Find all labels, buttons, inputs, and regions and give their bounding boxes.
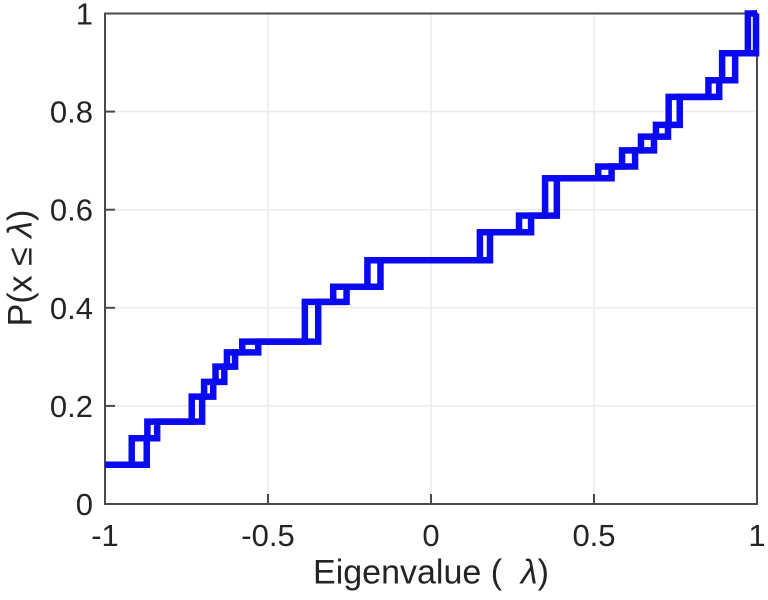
x-tick-label: 0.5 (572, 518, 615, 553)
y-tick-label: 0.6 (50, 193, 93, 228)
x-axis-label: Eigenvalue ( λ) (313, 554, 549, 593)
lambda-symbol: λ (1, 221, 40, 238)
x-axis-label-text: Eigenvalue ( (313, 553, 521, 592)
y-tick-label: 0.2 (50, 389, 93, 424)
lambda-symbol: λ (520, 553, 538, 592)
ecdf-curve-2-step-line (105, 10, 760, 469)
x-tick-label: -0.5 (241, 518, 294, 553)
y-axis-label-suffix: ) (1, 209, 40, 222)
y-axis-label: P(x ≤ λ) (2, 210, 41, 327)
x-tick-label: 1 (748, 518, 765, 553)
y-tick-label: 0.8 (50, 95, 93, 130)
y-tick-label: 1 (76, 0, 93, 32)
y-tick-label: 0.4 (50, 291, 93, 326)
x-axis-label-suffix: ) (537, 553, 549, 592)
y-axis-label-text: P(x ≤ (1, 237, 40, 327)
x-tick-label: -1 (91, 518, 119, 553)
y-tick-label: 0 (76, 487, 93, 522)
x-tick-label: 0 (422, 518, 439, 553)
